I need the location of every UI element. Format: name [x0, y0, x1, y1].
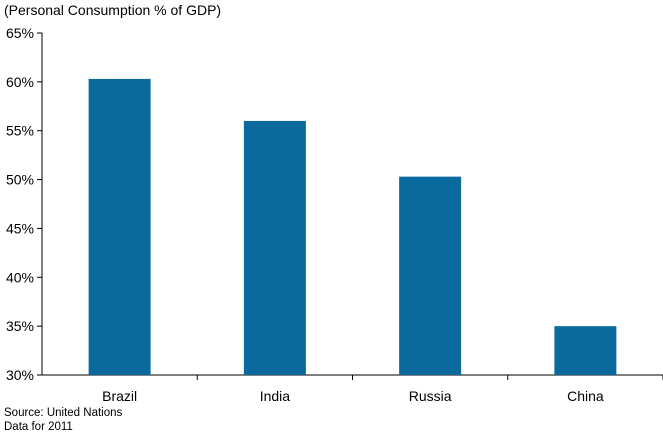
x-tick-label: Russia: [409, 388, 452, 404]
bar-india: [243, 120, 306, 375]
bar-china: [554, 326, 617, 375]
y-tick-label: 30%: [6, 367, 34, 383]
data-year-note: Data for 2011: [4, 421, 73, 433]
y-tick-label: 40%: [6, 269, 34, 285]
y-tick-label: 50%: [6, 172, 34, 188]
y-tick-label: 65%: [6, 25, 34, 41]
y-tick-label: 55%: [6, 123, 34, 139]
x-tick-label: India: [260, 388, 291, 404]
y-tick-label: 35%: [6, 318, 34, 334]
y-axis-label: (Personal Consumption % of GDP): [4, 2, 222, 18]
x-tick-label: Brazil: [102, 388, 137, 404]
y-tick-label: 60%: [6, 74, 34, 90]
chart-footnote: Source: United Nations Data for 2011: [4, 406, 122, 434]
bar-brazil: [88, 78, 151, 375]
y-tick-label: 45%: [6, 220, 34, 236]
bar-russia: [399, 176, 462, 375]
x-tick-label: China: [567, 388, 604, 404]
source-note: Source: United Nations: [4, 407, 123, 419]
